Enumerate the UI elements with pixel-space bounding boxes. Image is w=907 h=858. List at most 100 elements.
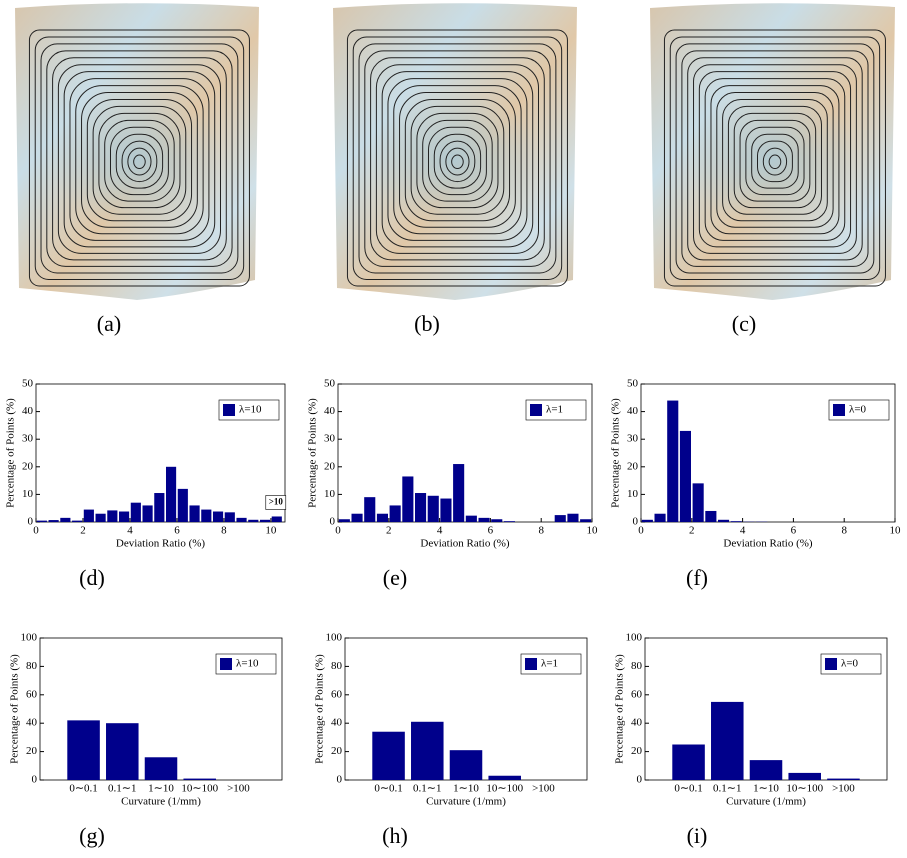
x-tick-label: 10 (265, 525, 277, 537)
bar (491, 519, 502, 522)
y-tick-label: 20 (627, 460, 639, 472)
shade (52, 90, 223, 230)
bar (731, 521, 742, 522)
bar (693, 483, 704, 522)
x-tick-label: 2 (80, 525, 86, 537)
x-tick-label: >100 (832, 783, 855, 795)
bar (107, 510, 117, 522)
x-axis-label: Deviation Ratio (%) (723, 538, 813, 550)
bar (411, 722, 444, 780)
x-tick-label: 0.1∼1 (413, 783, 441, 795)
panel-label: (i) (687, 823, 708, 848)
y-tick-label: 40 (324, 405, 336, 417)
legend-label: λ=10 (239, 404, 262, 416)
y-tick-label: 40 (26, 717, 38, 729)
bar (466, 516, 477, 522)
bar (390, 505, 401, 522)
y-axis-label: Percentage of Points (%) (307, 398, 319, 508)
x-tick-label: 0∼0.1 (69, 783, 97, 795)
bar (352, 514, 363, 522)
x-tick-label: 6 (791, 525, 797, 537)
bar (213, 512, 223, 522)
panel-label: (c) (732, 311, 756, 336)
bar (248, 520, 258, 522)
panel-label: (g) (79, 823, 105, 848)
bar (131, 503, 141, 522)
contour-image (650, 3, 895, 300)
y-tick-label: 20 (331, 745, 343, 757)
bar (189, 505, 199, 522)
y-tick-label: 20 (631, 745, 643, 757)
bar (827, 779, 860, 780)
bar (84, 510, 94, 522)
bar (672, 745, 705, 781)
x-tick-label: 10∼100 (486, 783, 523, 795)
y-tick-label: 20 (22, 460, 34, 472)
y-axis-label: Percentage of Points (%) (9, 654, 21, 764)
x-tick-label: 1∼10 (148, 783, 174, 795)
bar (479, 518, 490, 522)
bar (143, 505, 153, 522)
bar (788, 773, 821, 780)
x-tick-label: 8 (221, 525, 227, 537)
x-tick-label: 2 (386, 525, 392, 537)
y-tick-label: 60 (331, 688, 343, 700)
bar (555, 515, 566, 522)
bar (166, 467, 176, 522)
panel-label: (e) (383, 565, 407, 590)
y-tick-label: 80 (331, 660, 343, 672)
y-tick-label: 10 (324, 488, 336, 500)
x-tick-label: 0 (638, 525, 644, 537)
x-tick-label: 4 (740, 525, 746, 537)
y-tick-label: 10 (22, 488, 34, 500)
y-tick-label: 50 (627, 378, 639, 390)
bar (178, 489, 188, 522)
bar (705, 511, 716, 522)
contour-image (333, 3, 577, 300)
y-tick-label: 80 (26, 660, 38, 672)
x-tick-label: 0 (335, 525, 341, 537)
y-tick-label: 40 (631, 717, 643, 729)
x-tick-label: 2 (689, 525, 695, 537)
bar (567, 514, 578, 522)
x-tick-label: 8 (538, 525, 544, 537)
y-tick-label: 40 (22, 405, 34, 417)
y-tick-label: 0 (637, 774, 643, 786)
bar (488, 776, 521, 780)
bar (750, 760, 783, 780)
bar (450, 750, 483, 780)
x-tick-label: 6 (174, 525, 180, 537)
legend-label: λ=1 (541, 658, 558, 670)
x-tick-label: 0.1∼1 (713, 783, 741, 795)
y-tick-label: 30 (627, 433, 639, 445)
bar (106, 723, 139, 780)
x-axis-label: Deviation Ratio (%) (116, 538, 206, 550)
legend-swatch (223, 404, 235, 416)
panel-label: (b) (414, 311, 440, 336)
x-axis-label: Curvature (1/mm) (121, 796, 201, 808)
x-tick-label: 10 (587, 525, 599, 537)
bar (37, 521, 47, 522)
bar (72, 521, 82, 522)
y-axis-label: Percentage of Points (%) (5, 398, 17, 508)
bar (145, 757, 178, 780)
x-tick-label: 0.1∼1 (108, 783, 136, 795)
bar (60, 518, 70, 522)
bar (680, 431, 691, 522)
y-tick-label: 30 (22, 433, 34, 445)
bar (453, 464, 464, 522)
legend-swatch (220, 658, 232, 670)
x-tick-label: 0∼0.1 (374, 783, 402, 795)
x-tick-label: 0 (33, 525, 39, 537)
shade (370, 90, 541, 230)
legend-swatch (530, 404, 542, 416)
bar (428, 496, 439, 522)
legend-label: λ=1 (546, 404, 563, 416)
y-tick-label: 50 (22, 378, 34, 390)
x-axis-label: Curvature (1/mm) (726, 796, 806, 808)
y-tick-label: 60 (26, 688, 38, 700)
x-axis-label: Curvature (1/mm) (426, 796, 506, 808)
bar (372, 732, 405, 780)
bar (440, 499, 451, 522)
y-axis-label: Percentage of Points (%) (314, 654, 326, 764)
